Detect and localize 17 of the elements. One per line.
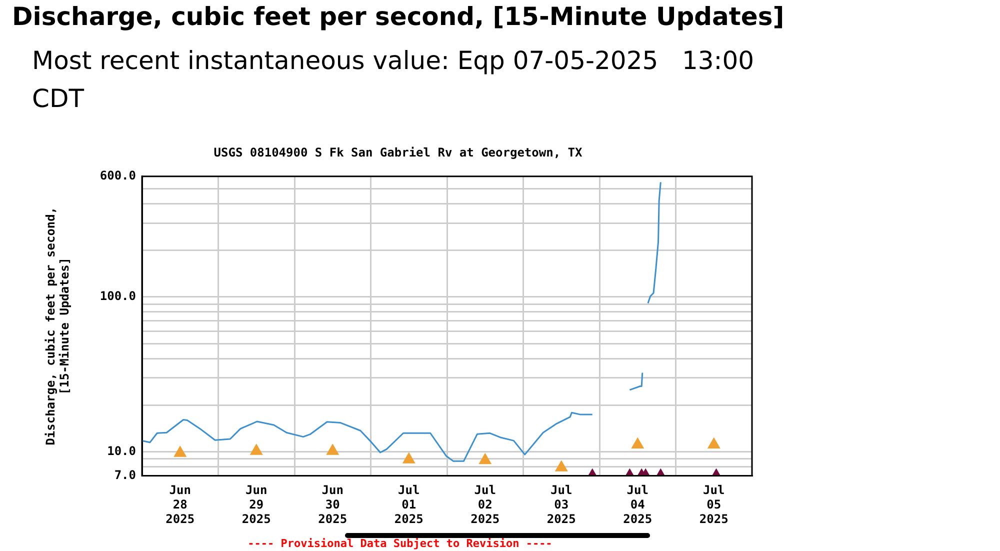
y-tick-label: 100.0	[100, 289, 136, 304]
x-tick-label: Jul 02 2025	[470, 483, 500, 526]
x-tick-label: Jun 28 2025	[166, 483, 195, 526]
x-tick-label: Jun 30 2025	[318, 483, 348, 526]
x-tick-label: Jul 01 2025	[394, 483, 424, 526]
chart-subtitle: Most recent instantaneous value: Eqp 07-05-2025 13:00 CDT	[32, 45, 756, 115]
x-tick-label: Jul 05 2025	[699, 483, 728, 526]
y-tick-label: 10.0	[107, 444, 136, 458]
y-axis-title: Discharge, cubic feet per second, [15-Minute Updates]	[43, 206, 72, 446]
text: USGS 08104900 S Fk San Gabriel Rv at Georgetown, TX	[214, 145, 583, 160]
x-tick-label: Jun 29 2025	[242, 483, 271, 526]
chart-title: Discharge, cubic feet per second, [15-Minute Updates]	[12, 2, 784, 31]
y-tick-label: 7.0	[114, 468, 136, 482]
x-tick-label: Jul 03 2025	[546, 483, 576, 526]
x-tick-label: Jul 04 2025	[623, 483, 652, 526]
text: ---- Provisional Data Subject to Revision ----	[246, 537, 554, 550]
y-tick-label: 600.0	[100, 168, 136, 183]
